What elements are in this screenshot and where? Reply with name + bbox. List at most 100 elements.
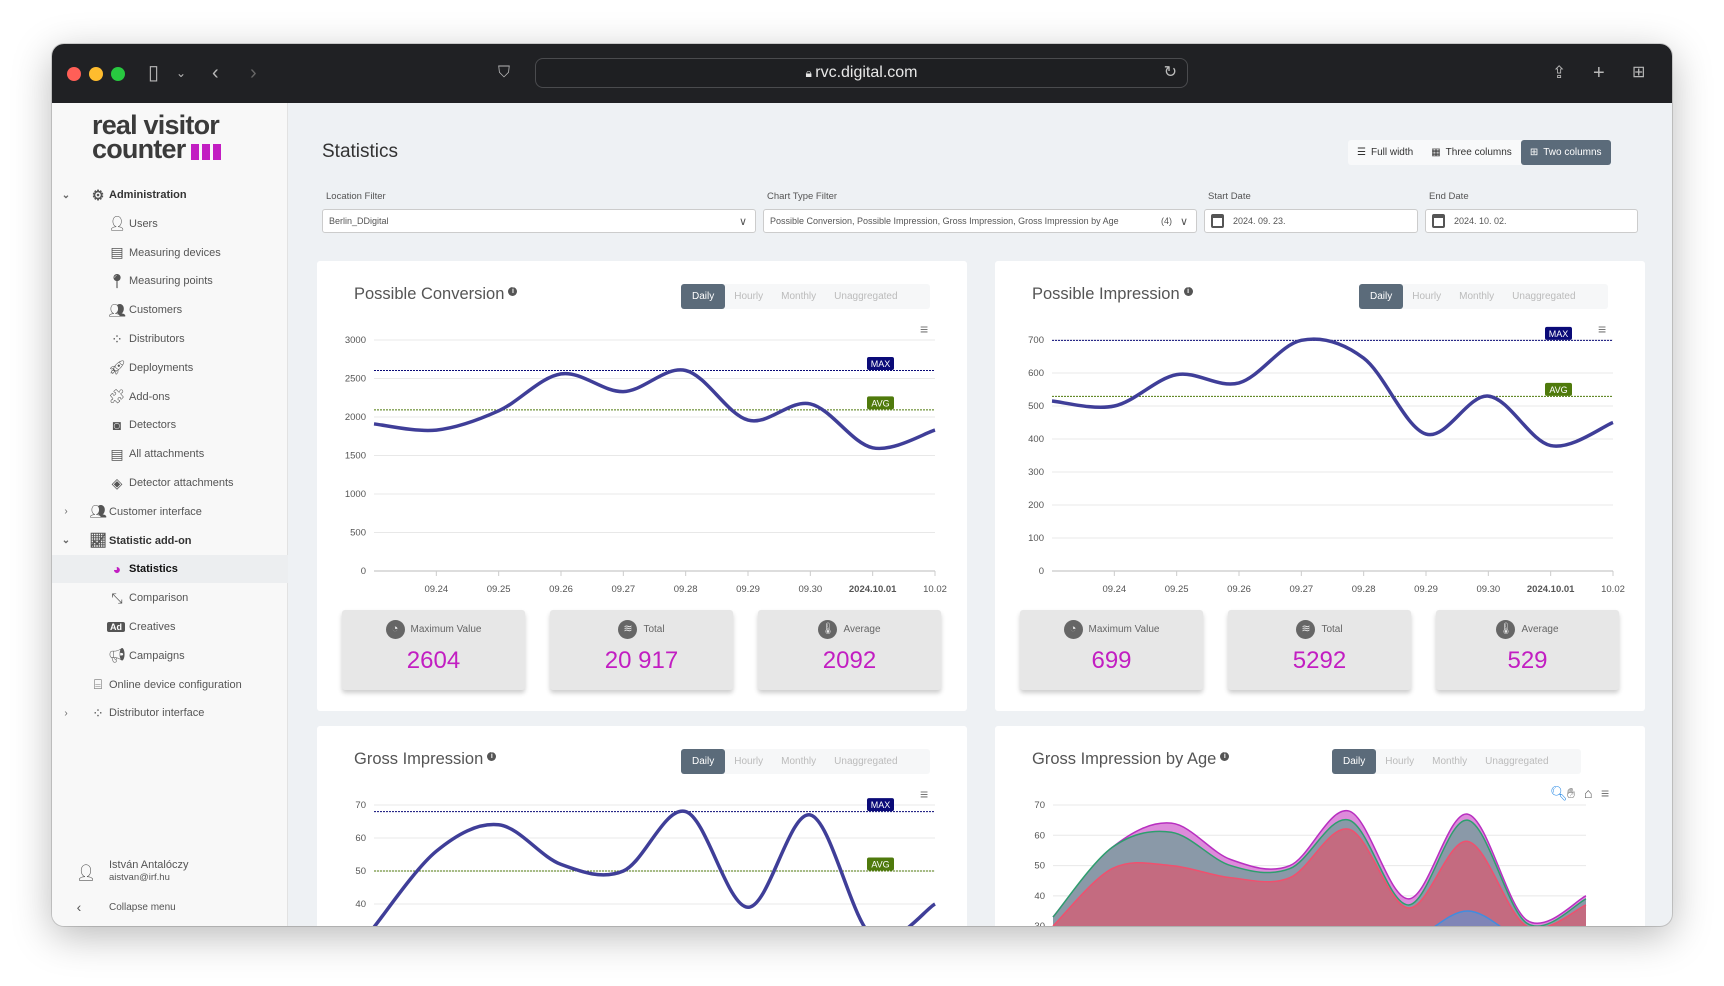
grid-icon: ⊞ [1529, 147, 1539, 158]
reload-icon[interactable]: ↻ [1163, 64, 1177, 81]
grid-icon: ▦ [1431, 147, 1441, 158]
sidebar-toggle-icon[interactable]: ▯ [148, 62, 160, 84]
sidebar-item-users[interactable]: 👤︎ Users [52, 210, 288, 238]
sidebar-item-comparison[interactable]: ⤡ Comparison [52, 584, 288, 612]
sidebar-item-creatives[interactable]: Ad Creatives [52, 613, 288, 641]
sidebar-item-campaigns[interactable]: 📢︎ Campaigns [52, 642, 288, 670]
sidebar-item-administration[interactable]: ⌄ ⚙ Administration [52, 181, 288, 209]
aggregation-monthly-button[interactable]: Monthly [1432, 756, 1468, 767]
ad-icon: Ad [107, 622, 125, 632]
chart-plot: 0 500 1000 1500 2000 2500 3000 09.24 09.25 09.26 0… [345, 335, 947, 595]
aggregation-daily-button[interactable]: Daily [1359, 284, 1404, 309]
gears-icon: ⚙ [91, 186, 105, 203]
sidebar-item-deployments[interactable]: 🚀︎ Deployments [52, 354, 288, 382]
start-date-input[interactable]: 2024. 09. 23. [1204, 209, 1418, 233]
aggregation-hourly-button[interactable]: Hourly [1385, 756, 1415, 767]
chevron-down-icon[interactable]: ⌄ [61, 535, 71, 547]
chevron-down-icon[interactable]: ⌄ [176, 66, 187, 80]
zoom-icon[interactable]: 🔍︎ [1550, 785, 1568, 801]
info-icon[interactable]: i [1220, 751, 1230, 761]
avg-badge-label: AVG [1549, 385, 1567, 395]
y-tick-label: 200 [1028, 500, 1044, 511]
sidebar-item-label: Customers [129, 304, 183, 317]
chart-menu-icon[interactable]: ≡ [920, 786, 929, 802]
forward-icon[interactable]: › [250, 62, 257, 84]
sidebar-item-online-device-configuration[interactable]: ⌸ Online device configuration [52, 671, 288, 699]
sidebar-item-distributor-interface[interactable]: › ⁘ Distributor interface [52, 699, 288, 727]
stat-label: Average [843, 624, 881, 635]
new-tab-icon[interactable]: + [1593, 62, 1605, 84]
aggregation-unaggregated-button[interactable]: Unaggregated [834, 756, 898, 767]
chart-menu-icon[interactable]: ≡ [1598, 321, 1607, 337]
file-code-icon: ◈ [111, 474, 123, 491]
info-icon[interactable]: i [487, 751, 497, 761]
x-tick-label: 09.27 [611, 584, 635, 595]
aggregation-unaggregated-button[interactable]: Unaggregated [834, 291, 898, 302]
y-tick-label: 0 [1039, 566, 1044, 577]
x-tick-label: 2024.10.01 [849, 584, 897, 595]
menu-icon[interactable]: ≡ [1601, 785, 1610, 801]
y-tick-label: 0 [361, 566, 366, 577]
sidebar-item-detector-attachments[interactable]: ◈ Detector attachments [52, 469, 288, 497]
aggregation-hourly-button[interactable]: Hourly [734, 756, 764, 767]
max-badge-label: MAX [871, 800, 891, 810]
aggregation-daily-button[interactable]: Daily [1332, 749, 1377, 774]
sidebar-item-statistic-add-on[interactable]: ⌄ 📈︎ Statistic add-on [52, 527, 288, 555]
aggregation-unaggregated-button[interactable]: Unaggregated [1512, 291, 1576, 302]
sidebar-item-measuring-devices[interactable]: ▤ Measuring devices [52, 239, 288, 267]
aggregation-monthly-button[interactable]: Monthly [781, 291, 817, 302]
sidebar-item-all-attachments[interactable]: ▤ All attachments [52, 440, 288, 468]
y-tick-label: 1500 [345, 451, 366, 462]
end-date-input[interactable]: 2024. 10. 02. [1425, 209, 1638, 233]
map-pin-icon: 📍︎ [108, 272, 126, 289]
back-icon[interactable]: ‹ [212, 62, 219, 84]
stat-header: ≋ Total [1228, 620, 1411, 639]
sidebar-item-distributors[interactable]: ⁘ Distributors [52, 325, 288, 353]
aggregation-monthly-button[interactable]: Monthly [781, 756, 817, 767]
thermometer-icon: 🌡︎ [818, 620, 838, 639]
aggregation-daily-button[interactable]: Daily [681, 749, 726, 774]
max-badge-label: MAX [1549, 329, 1569, 339]
chevron-right-icon[interactable]: › [64, 707, 68, 719]
minimize-window-button[interactable] [89, 67, 103, 81]
collapse-menu-button[interactable]: ‹ Collapse menu [52, 893, 288, 921]
user-profile[interactable]: 👤︎ István Antalóczy aistvan@irf.hu [52, 859, 288, 887]
sidebar-item-customer-interface[interactable]: › 👥︎ Customer interface [52, 498, 288, 526]
home-icon[interactable]: ⌂ [1584, 785, 1593, 801]
share-icon[interactable]: ⇪ [1552, 63, 1567, 82]
pan-icon[interactable]: ✋︎ [1567, 785, 1575, 801]
aggregation-hourly-button[interactable]: Hourly [1412, 291, 1442, 302]
url-bar[interactable]: 🔒︎ rvc.digital.com ↻ [535, 58, 1188, 88]
sidebar-item-measuring-points[interactable]: 📍︎ Measuring points [52, 267, 288, 295]
sidebar-item-customers[interactable]: 👥︎ Customers [52, 296, 288, 324]
sidebar-item-statistics[interactable]: ◕ Statistics [52, 555, 288, 584]
aggregation-unaggregated-button[interactable]: Unaggregated [1485, 756, 1549, 767]
chevron-right-icon[interactable]: › [64, 506, 68, 518]
two-columns-button[interactable]: ⊞ Two columns [1520, 140, 1611, 165]
sidebar-item-detectors[interactable]: ◙ Detectors [52, 411, 288, 439]
aggregation-hourly-button[interactable]: Hourly [734, 291, 764, 302]
full-width-button[interactable]: ☰ Full width [1348, 140, 1422, 165]
stat-header: 🌡︎ Average [1436, 620, 1619, 639]
chart-card-gross-impression: Gross Impression i Daily Hourly Monthly Unagg… [317, 726, 967, 926]
chevron-left-icon: ‹ [76, 899, 82, 915]
tab-overview-icon[interactable]: ⊞ [1632, 64, 1646, 81]
three-columns-button[interactable]: ▦ Three columns [1422, 140, 1521, 165]
aggregation-monthly-button[interactable]: Monthly [1459, 291, 1495, 302]
chart-type-filter-select[interactable]: Possible Conversion, Possible Impression… [763, 209, 1197, 233]
chart-card-possible-conversion: Possible Conversion i Daily Hourly Monthly Un… [317, 261, 967, 711]
logo[interactable]: real visitor counter [92, 112, 224, 163]
sidebar-item-add-ons[interactable]: 🧩︎ Add-ons [52, 383, 288, 411]
maximize-window-button[interactable] [111, 67, 125, 81]
info-icon[interactable]: i [508, 286, 518, 296]
chevron-down-icon[interactable]: ⌄ [61, 189, 71, 201]
shield-icon[interactable]: ⛉ [498, 64, 511, 81]
calendar-icon [1432, 214, 1445, 228]
y-tick-label: 600 [1028, 368, 1044, 379]
close-window-button[interactable] [67, 67, 81, 81]
info-icon[interactable]: i [1183, 286, 1193, 296]
location-filter-select[interactable]: Berlin_DDigital ∨ [322, 209, 756, 233]
aggregation-daily-button[interactable]: Daily [681, 284, 726, 309]
chart-title-text: Gross Impression by Age [1032, 750, 1217, 768]
chart-menu-icon[interactable]: ≡ [920, 321, 929, 337]
